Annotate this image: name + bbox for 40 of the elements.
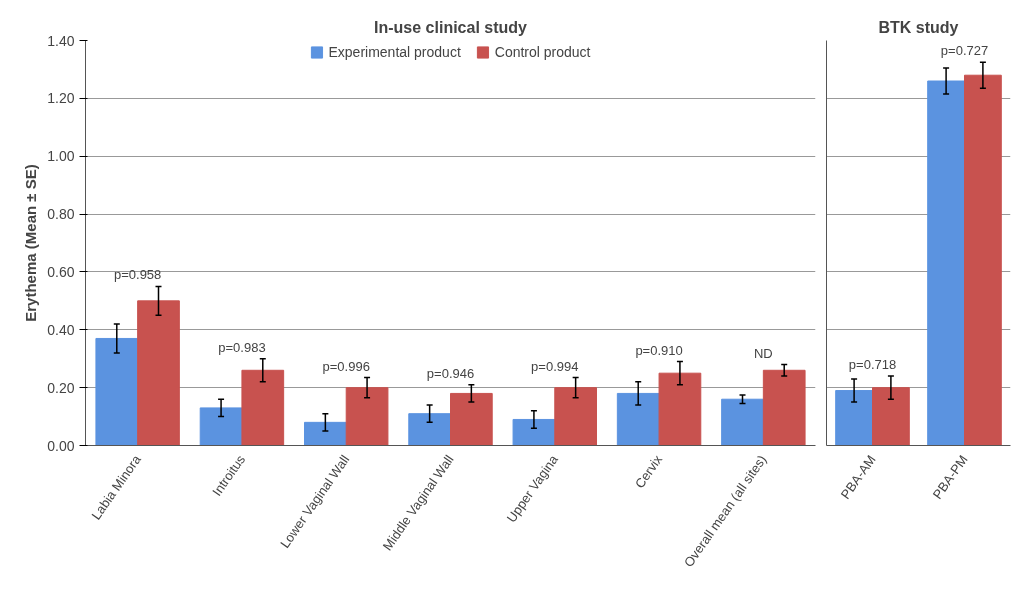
bar [241, 369, 285, 446]
bar [616, 392, 660, 446]
y-tick-label: 1.00 [47, 148, 75, 165]
annotation: ND [753, 345, 773, 361]
bar [762, 369, 806, 446]
bar [345, 387, 389, 446]
annotation: p=0.727 [940, 43, 989, 59]
bar [658, 372, 702, 446]
bar [872, 387, 910, 446]
bar [199, 407, 243, 446]
legend-label: Experimental product [328, 44, 461, 60]
annotation: p=0.996 [322, 358, 370, 374]
annotation: p=0.718 [848, 357, 897, 373]
chart-title: BTK study [878, 18, 959, 36]
bar [137, 300, 180, 446]
y-axis-title: Erythema (Mean ± SE) [22, 164, 40, 322]
bar [554, 387, 597, 446]
annotation: p=0.958 [113, 267, 162, 283]
legend-label: Control product [494, 44, 591, 60]
y-tick-label: 0.40 [47, 321, 75, 338]
bar [512, 418, 556, 446]
y-tick-label: 1.40 [47, 32, 75, 49]
bar [95, 337, 139, 446]
bar [721, 398, 764, 446]
y-tick-label: 0.20 [47, 379, 75, 396]
annotation: p=0.983 [218, 339, 266, 355]
annotation: p=0.946 [426, 365, 475, 381]
bar [304, 421, 347, 446]
annotation: p=0.994 [531, 358, 579, 374]
bar [964, 74, 1002, 446]
chart-title: In-use clinical study [374, 18, 528, 36]
bar [835, 390, 873, 446]
y-tick-label: 0.60 [47, 263, 75, 280]
bar [450, 392, 493, 446]
bar [927, 80, 965, 446]
annotation: p=0.910 [635, 342, 683, 358]
bar [408, 413, 451, 446]
y-tick-label: 0.80 [47, 206, 75, 223]
y-tick-label: 0.00 [47, 437, 75, 454]
y-tick-label: 1.20 [47, 90, 75, 107]
